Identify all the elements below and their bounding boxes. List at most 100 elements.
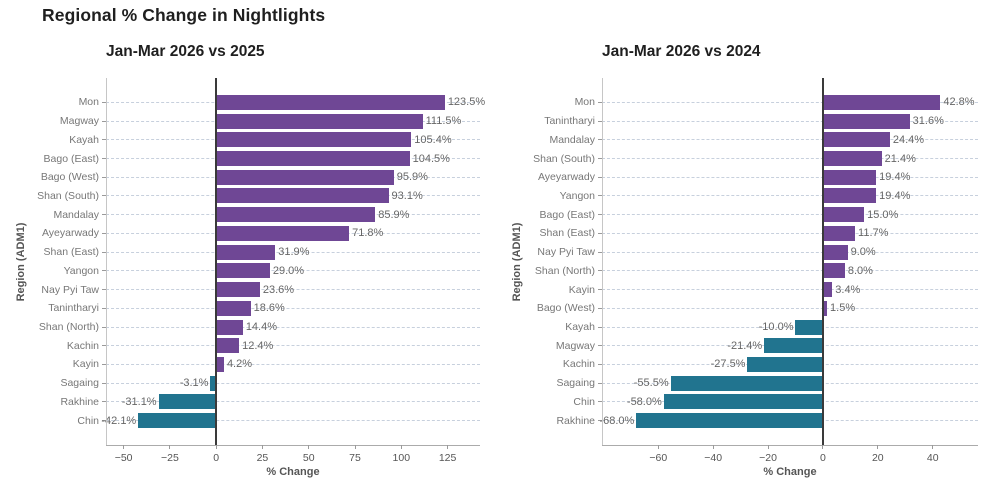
bar-value-label: 9.0% [850,246,876,259]
chart-subtitle: Jan-Mar 2026 vs 2024 [602,43,761,60]
zero-line [822,78,824,445]
category-label: Magway [59,115,99,128]
x-tick [657,445,659,449]
category-label: Yangon [559,189,595,202]
category-label: Bago (West) [536,302,595,315]
y-tick [598,101,602,103]
bar [210,375,217,391]
category-label: Kayin [72,358,99,371]
bar-value-label: 21.4% [884,152,916,165]
y-tick [598,401,602,403]
gridline [602,345,978,347]
axis-spine-bottom [602,445,978,446]
gridline [106,214,480,216]
bar [822,113,910,129]
y-tick [598,382,602,384]
gridline [106,345,480,347]
y-tick [598,345,602,347]
x-tick [215,445,217,449]
bar-value-label: 8.0% [847,264,873,277]
bar [216,356,224,372]
gridline [602,195,978,197]
chart-subtitle: Jan-Mar 2026 vs 2025 [106,43,265,60]
y-tick [598,251,602,253]
bar [636,413,823,429]
x-tick [261,445,263,449]
x-tick [123,445,125,449]
y-tick [102,101,106,103]
bar [138,413,217,429]
bar-value-label: 42.8% [943,96,975,109]
category-label: Bago (East) [43,152,99,165]
bar-value-label: 12.4% [242,339,274,352]
category-label: Sagaing [556,377,595,390]
y-tick [102,195,106,197]
gridline [602,139,978,141]
bar-value-label: -31.1% [121,395,157,408]
category-label: Kachin [562,358,595,371]
bar [822,244,848,260]
bar [822,263,845,279]
bar-value-label: -27.5% [710,358,746,371]
bar-value-label: 24.4% [892,133,925,146]
bar-value-label: 4.2% [226,358,253,371]
x-tick-label: 0 [213,452,220,464]
bar [670,375,823,391]
category-label: Chin [77,414,99,427]
x-tick [932,445,934,449]
x-tick-label: 25 [256,452,269,464]
category-label: Chin [573,395,595,408]
category-label: Yangon [63,264,99,277]
category-label: Shan (North) [534,264,595,277]
page-title: Regional % Change in Nightlights [42,5,326,25]
y-tick [102,382,106,384]
x-tick [822,445,824,449]
x-tick-label: −60 [649,452,668,464]
y-tick [102,214,106,216]
x-tick [767,445,769,449]
category-label: Tanintharyi [544,115,595,128]
category-label: Mon [78,96,99,109]
bar [795,319,823,335]
y-tick [102,270,106,272]
bar [216,151,410,167]
bar-value-label: 71.8% [352,227,384,240]
bar-value-label: 95.9% [396,171,428,184]
category-label: Rakhine [556,414,595,427]
category-label: Ayeyarwady [41,227,99,240]
bar-value-label: 123.5% [447,96,486,109]
bar [663,394,823,410]
bar [216,113,423,129]
category-label: Kayah [565,321,595,334]
axis-spine-left [602,78,603,445]
category-label: Bago (East) [539,208,595,221]
y-tick [598,270,602,272]
category-label: Bago (West) [40,171,99,184]
x-tick [354,445,356,449]
axis-spine-bottom [106,445,480,446]
gridline [106,101,480,103]
bar [216,338,240,354]
bar [822,282,833,298]
x-tick [308,445,310,449]
bar-value-label: 104.5% [412,152,450,165]
x-tick-label: −25 [160,452,179,464]
gridline [602,401,978,403]
bar [822,225,856,241]
x-tick-label: 20 [871,452,884,464]
y-tick [102,363,106,365]
gridline [602,232,978,234]
category-label: Shan (East) [43,246,99,259]
gridline [602,289,978,291]
y-tick [102,251,106,253]
bar-value-label: 3.4% [835,283,861,296]
gridline [602,158,978,160]
bar [216,188,389,204]
category-label: Mandalay [53,208,99,221]
gridline [106,289,480,291]
x-tick-label: 50 [302,452,315,464]
bar-value-label: 18.6% [253,302,285,315]
bar-value-label: 19.4% [879,171,911,184]
